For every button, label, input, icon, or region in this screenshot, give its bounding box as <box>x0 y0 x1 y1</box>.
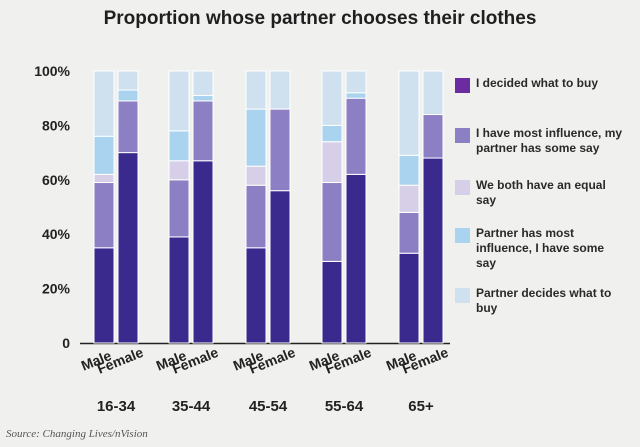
legend-swatch <box>455 78 470 93</box>
bar-segment <box>398 252 420 344</box>
bar-segment <box>168 179 190 238</box>
legend-label: Partner has most influence, I have some … <box>476 226 605 270</box>
bar-segment <box>321 70 343 126</box>
bar-segment <box>398 184 420 213</box>
bar-segment <box>345 97 367 175</box>
bar-segment <box>93 173 115 184</box>
bar-segment <box>345 70 367 94</box>
bar-segment <box>168 236 190 344</box>
bar-segment <box>398 211 420 254</box>
bar-segment <box>93 247 115 344</box>
bar-segment <box>192 100 214 162</box>
bar-segment <box>117 152 139 344</box>
bar-segment <box>245 70 267 110</box>
bar-segment <box>422 157 444 344</box>
bar-segment <box>321 141 343 184</box>
group-label: 65+ <box>408 398 434 415</box>
chart-title: Proportion whose partner chooses their c… <box>103 8 537 29</box>
bar-segment <box>345 92 367 99</box>
bar-segment <box>117 89 139 102</box>
bar-segment <box>117 70 139 91</box>
source-note: Source: Changing Lives/nVision <box>6 428 148 440</box>
legend-swatch <box>455 288 470 303</box>
bar-segment <box>321 182 343 262</box>
group-label: 45-54 <box>249 398 288 415</box>
bar-segment <box>168 130 190 162</box>
bar-segment <box>168 160 190 181</box>
bar-segment <box>117 100 139 154</box>
legend-label: I have most influence, my partner has so… <box>476 126 623 155</box>
bar-segment <box>93 135 115 175</box>
bar-segment <box>422 70 444 116</box>
legend-label: I decided what to buy <box>476 76 599 90</box>
bar-segment <box>93 70 115 137</box>
y-tick-label: 40% <box>42 226 71 242</box>
bar-segment <box>245 184 267 249</box>
bar-segment <box>269 190 291 344</box>
bar-segment <box>192 70 214 96</box>
y-tick-label: 80% <box>42 117 71 133</box>
bar-segment <box>269 70 291 110</box>
legend-label: We both have an equal say <box>476 178 606 207</box>
bar-segment <box>245 247 267 344</box>
y-tick-label: 20% <box>42 281 71 297</box>
legend-swatch <box>455 180 470 195</box>
legend-label: Partner decides what to buy <box>476 286 612 315</box>
bar-segment <box>321 124 343 143</box>
bar-segment <box>192 160 214 344</box>
bar-segment <box>93 182 115 249</box>
bar-segment <box>245 165 267 186</box>
bar-segment <box>398 154 420 186</box>
group-label: 16-34 <box>97 398 136 415</box>
y-tick-label: 100% <box>34 63 70 79</box>
group-label: 55-64 <box>325 398 364 415</box>
group-label: 35-44 <box>172 398 211 415</box>
bar-segment <box>245 108 267 167</box>
bar-segment <box>269 108 291 192</box>
legend-swatch <box>455 228 470 243</box>
y-tick-label: 60% <box>42 172 71 188</box>
bar-segment <box>321 260 343 344</box>
bar-segment <box>192 94 214 102</box>
y-tick-label: 0 <box>62 335 70 351</box>
legend-swatch <box>455 128 470 143</box>
bar-segment <box>345 173 367 344</box>
bar-segment <box>422 114 444 159</box>
bar-segment <box>398 70 420 156</box>
bar-segment <box>168 70 190 132</box>
